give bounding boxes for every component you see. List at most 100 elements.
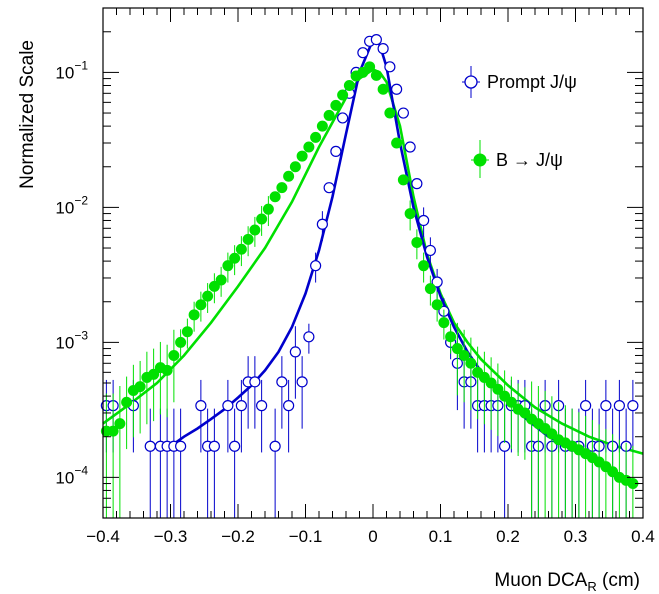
prompt-point [431,276,443,288]
b-point [445,331,457,343]
prompt-point [283,400,295,412]
b-point [384,107,396,119]
prompt-point [303,331,315,343]
legend-b-marker [473,153,487,167]
prompt-point [195,400,207,412]
x-tick-label: 0.4 [631,527,655,546]
b-point [397,174,409,186]
b-point [303,141,315,153]
b-point [229,252,241,264]
b-point [485,377,497,389]
prompt-point [627,400,639,412]
b-point [465,357,477,369]
prompt-point [404,141,416,153]
b-point [330,99,342,111]
axis-ticks: −0.4 −0.3 −0.2 −0.1 0 0.1 0.2 0.3 0.410−110−210−… [55,8,655,546]
prompt-point [144,440,156,452]
prompt-point [296,376,308,388]
prompt-point [411,178,423,190]
prompt-point [384,61,396,73]
prompt-point [337,112,349,124]
x-axis-label-subscript: R [587,579,596,594]
x-axis-label-main: Muon DCA [494,570,587,591]
b-point [161,364,173,376]
b-point [188,309,200,321]
b-point [364,61,376,73]
prompt-point [229,440,241,452]
x-tick-label: 0.1 [429,527,453,546]
prompt-point [600,400,612,412]
prompt-point [391,83,403,95]
b-point [175,336,187,348]
prompt-point [289,346,301,358]
b-point [296,150,308,162]
x-axis-label-unit: (cm) [597,570,640,591]
prompt-point [175,440,187,452]
b-point [391,137,403,149]
b-point [370,69,382,81]
x-tick-label: 0.2 [496,527,520,546]
prompt-point [370,33,382,46]
y-tick-base: 10 [55,468,74,487]
prompt-point [323,182,335,194]
b-point [262,203,274,215]
b-point [343,79,355,91]
y-tick-label: 10−2 [55,193,88,217]
b-point [438,317,450,329]
data-points [100,33,639,518]
b-point [337,89,349,101]
b-point [121,396,133,408]
b-point [256,213,268,225]
x-axis-label: Muon DCAR (cm) [494,570,640,594]
b-point [519,407,531,419]
x-tick-label: −0.3 [154,527,188,546]
y-tick-exponent: −3 [74,328,88,342]
b-point [424,283,436,295]
prompt-point [310,260,322,272]
b-point [505,396,517,408]
y-axis-label: Normalized Scale [17,40,38,189]
x-tick-label: 0.3 [564,527,588,546]
b-point [242,233,254,245]
prompt-point [276,376,288,388]
y-tick-exponent: −2 [74,193,88,207]
y-tick-base: 10 [55,198,74,217]
legend-prompt-marker [464,75,478,89]
prompt-point [235,400,247,412]
b-point [404,208,416,220]
prompt-point [256,400,268,412]
b-point [411,236,423,248]
b-point [249,224,261,236]
b-point [289,161,301,173]
prompt-point [580,400,592,412]
legend-b-label: B → J/ψ [496,150,563,170]
y-tick-label: 10−3 [55,328,88,352]
b-point [222,260,234,272]
b-point [181,326,193,338]
prompt-point [613,400,625,412]
b-point [451,343,463,355]
b-point [492,383,504,395]
prompt-point [249,376,261,388]
b-point [134,381,146,393]
b-point [283,170,295,182]
x-tick-label: 0 [368,527,377,546]
prompt-point [397,107,409,119]
b-point [310,131,322,143]
b-point [323,109,335,121]
y-tick-base: 10 [55,63,74,82]
y-tick-base: 10 [55,333,74,352]
b-point [195,299,207,311]
y-tick-label: 10−4 [55,463,88,487]
b-point [202,290,214,302]
prompt-point [377,43,389,55]
prompt-point [269,440,281,452]
b-point [458,349,470,361]
y-tick-exponent: −1 [74,58,88,72]
b-point [418,260,430,272]
x-tick-label: −0.4 [86,527,120,546]
b-point [276,182,288,194]
legend-item-prompt: Prompt J/ψ [462,66,577,98]
y-tick-exponent: −4 [74,463,88,477]
